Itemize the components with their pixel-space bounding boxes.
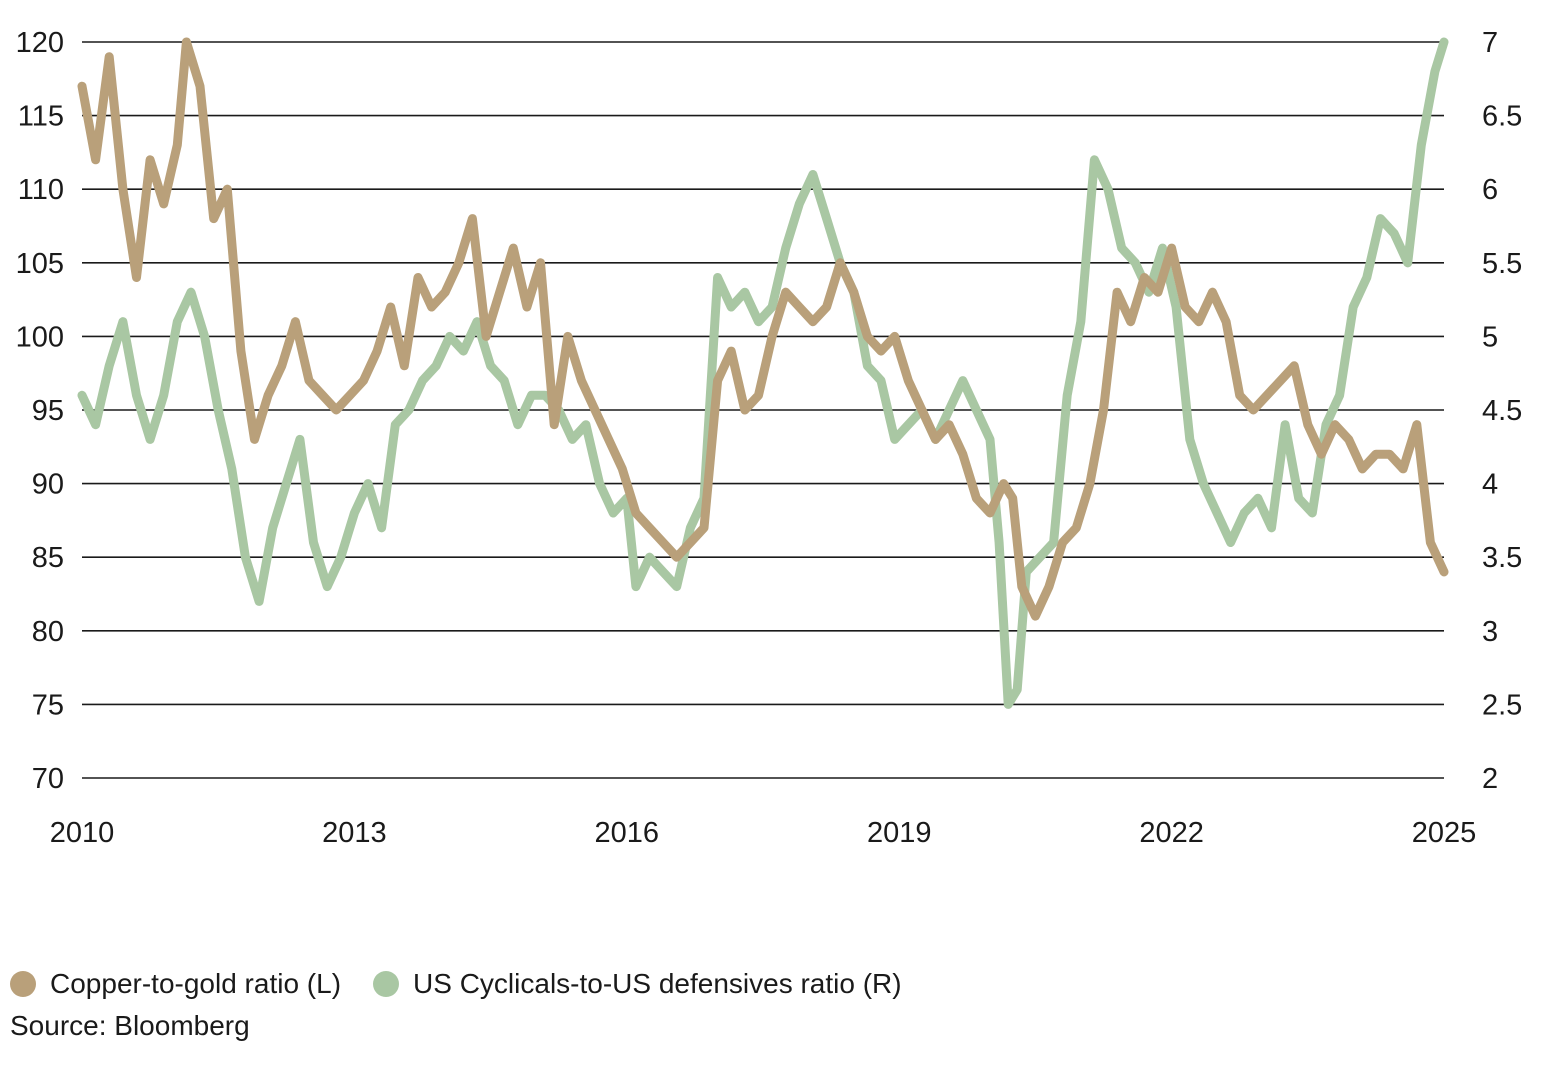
legend-swatch-copper-gold: [10, 971, 36, 997]
legend-item-cyclicals-defensives: US Cyclicals-to-US defensives ratio (R): [373, 968, 902, 1000]
right-tick-label: 3.5: [1482, 542, 1522, 574]
right-tick-label: 2: [1482, 763, 1498, 795]
legend-item-copper-gold: Copper-to-gold ratio (L): [10, 968, 341, 1000]
right-tick-label: 3: [1482, 616, 1498, 648]
right-tick-label: 6: [1482, 174, 1498, 206]
left-tick-label: 115: [18, 101, 64, 133]
right-tick-label: 2.5: [1482, 689, 1522, 721]
series-layer: [77, 37, 1449, 709]
left-tick-label: 95: [32, 395, 64, 427]
x-tick-label: 2022: [1139, 817, 1204, 849]
left-tick-label: 70: [32, 763, 64, 795]
left-tick-label: 80: [32, 616, 64, 648]
series-line-copper-gold: [77, 37, 1449, 621]
series-line-cyclicals-defensives: [77, 37, 1449, 709]
right-tick-label: 5.5: [1482, 248, 1522, 280]
x-tick-label: 2019: [867, 817, 932, 849]
legend-label-copper-gold: Copper-to-gold ratio (L): [50, 968, 342, 999]
right-axis-tick-labels: 2 2.5 3 3.5 4 4.5 5 5.5 6 6.5 7: [1482, 27, 1522, 795]
x-tick-label: 2010: [50, 817, 115, 849]
right-tick-label: 5: [1482, 321, 1498, 353]
legend: Copper-to-gold ratio (L) US Cyclicals-to…: [10, 968, 934, 1000]
left-tick-label: 110: [18, 174, 64, 206]
right-tick-label: 6.5: [1482, 101, 1522, 133]
source-note: Source: Bloomberg: [10, 1010, 250, 1041]
left-tick-label: 90: [32, 469, 64, 501]
x-axis-tick-labels: 2010 2013 2016 2019 2022 2025: [50, 817, 1477, 849]
right-tick-label: 4.5: [1482, 395, 1522, 427]
left-tick-label: 85: [32, 542, 64, 574]
right-tick-label: 4: [1482, 469, 1498, 501]
x-tick-label: 2013: [322, 817, 387, 849]
left-tick-label: 100: [16, 321, 64, 353]
x-tick-label: 2016: [595, 817, 660, 849]
x-tick-label: 2025: [1412, 817, 1477, 849]
left-tick-label: 75: [32, 689, 64, 721]
left-tick-label: 105: [16, 248, 64, 280]
legend-label-cyclicals-defensives: US Cyclicals-to-US defensives ratio (R): [413, 968, 902, 999]
right-tick-label: 7: [1482, 27, 1498, 59]
left-tick-label: 120: [16, 27, 64, 59]
grid-layer: [82, 41, 1444, 779]
left-axis-tick-labels: 70 75 80 85 90 95 100 105 110 115 120: [16, 27, 64, 795]
legend-swatch-cyclicals-defensives: [373, 971, 400, 997]
